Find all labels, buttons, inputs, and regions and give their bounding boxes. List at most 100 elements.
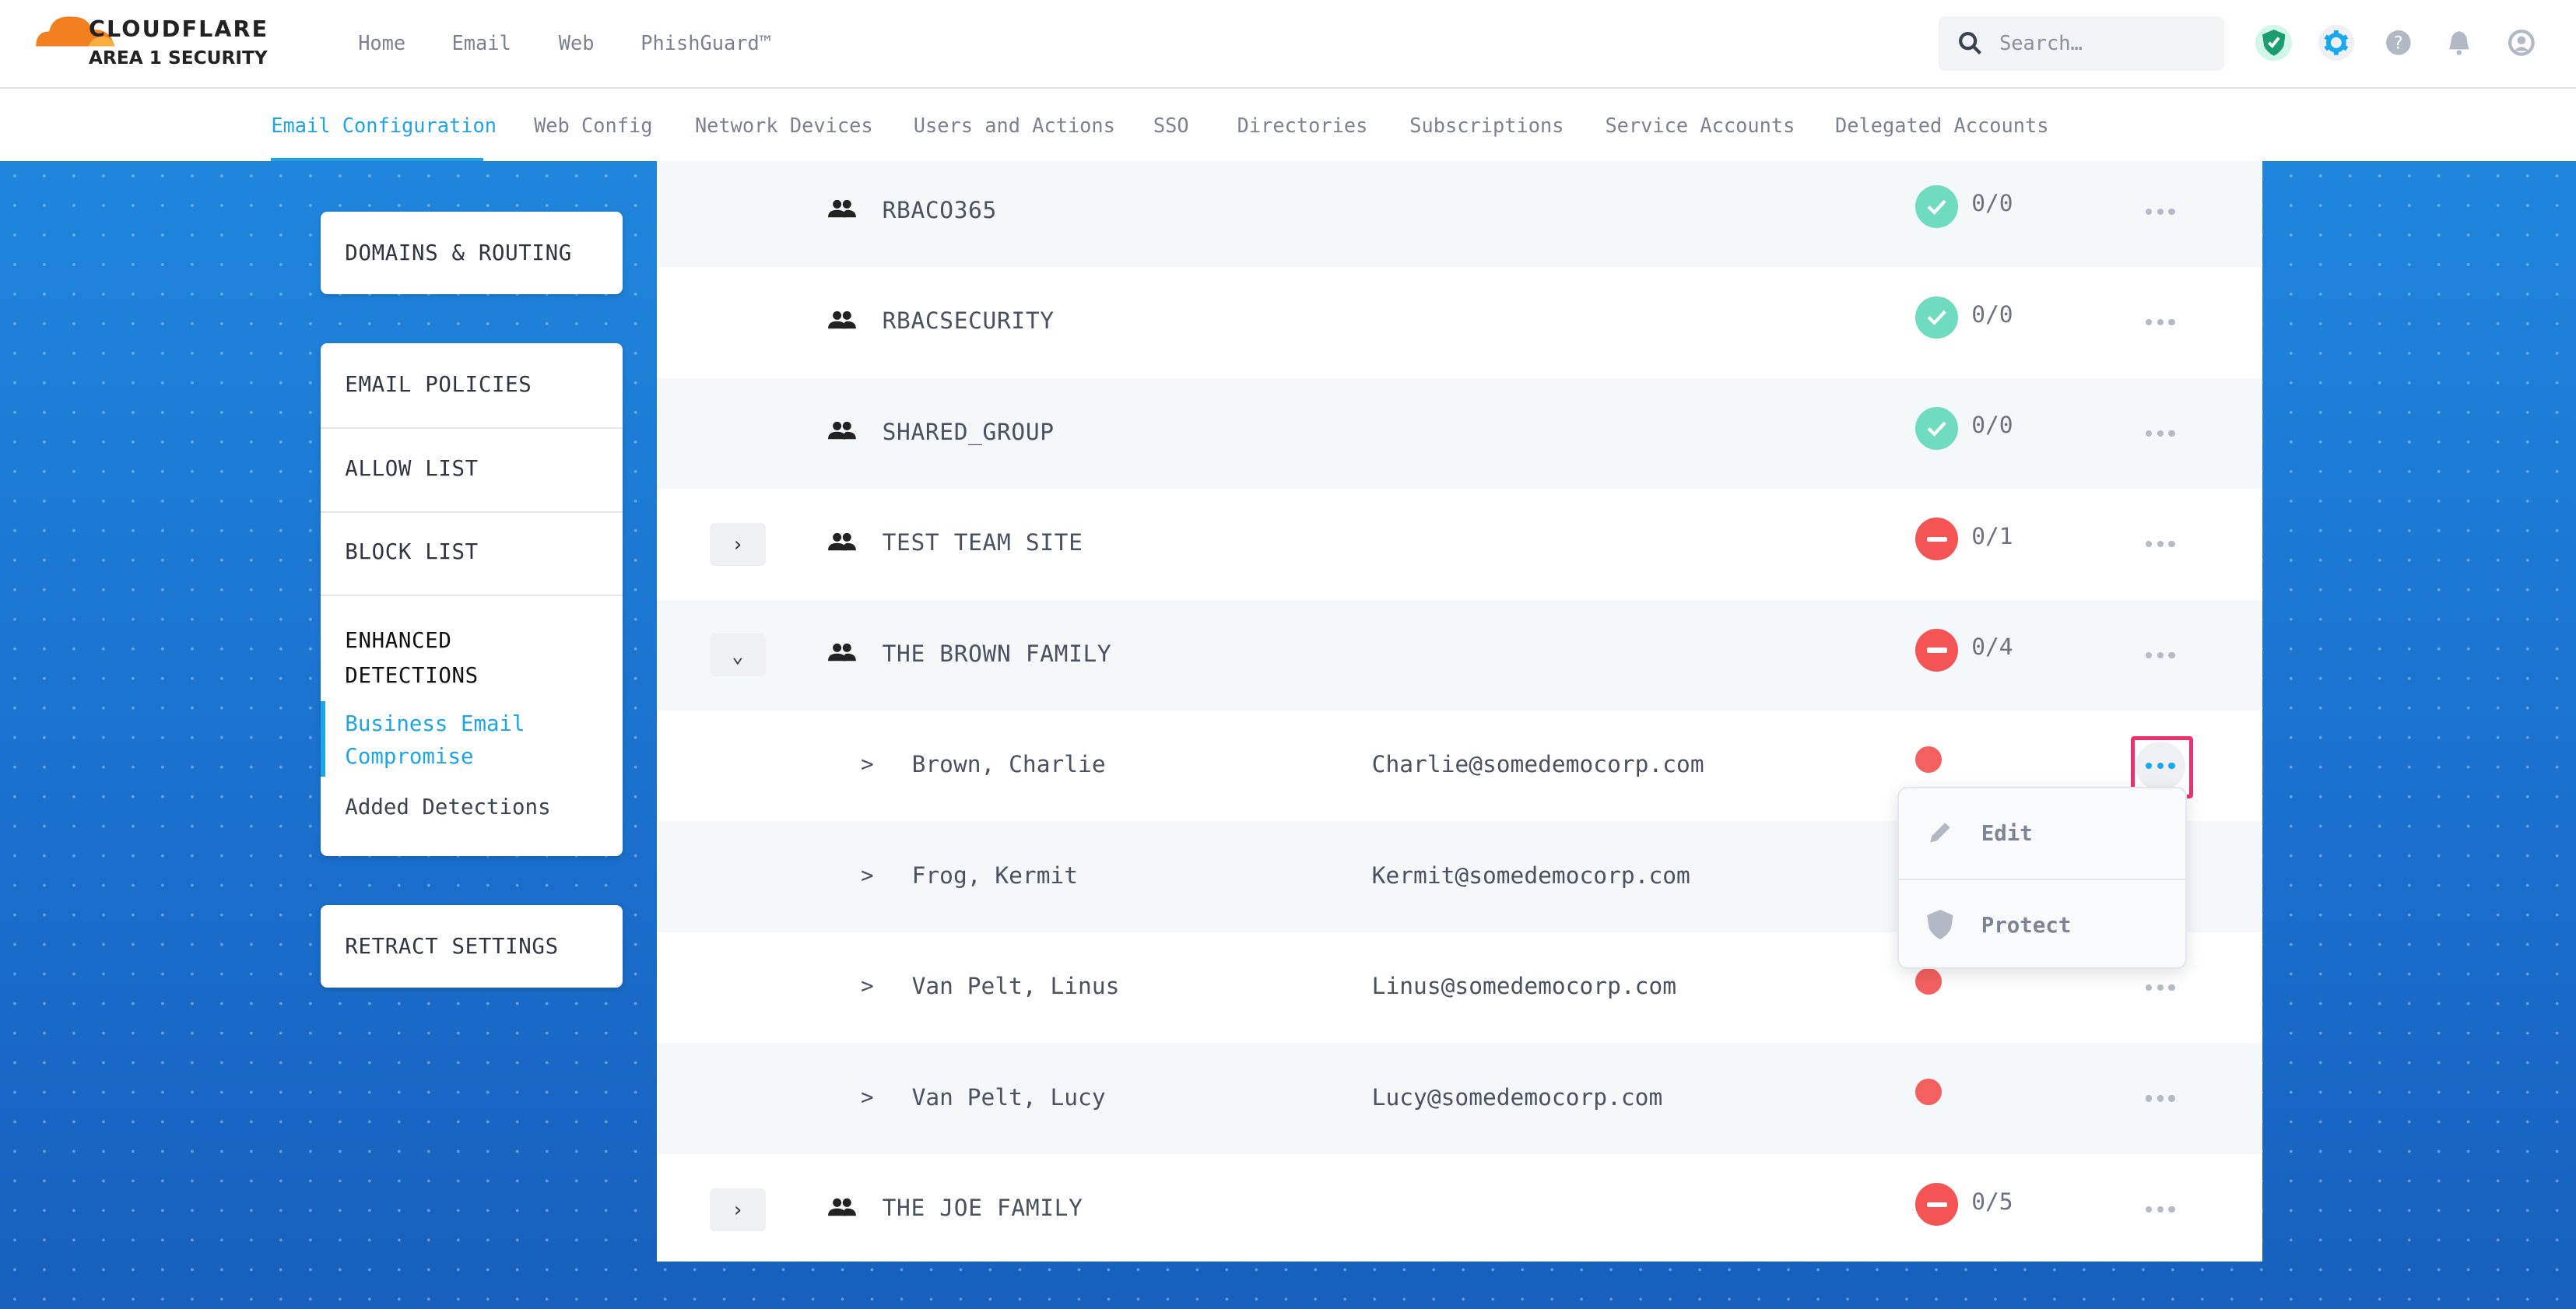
- brand-product: AREA 1 SECURITY: [88, 47, 268, 69]
- nav-home[interactable]: Home: [358, 31, 406, 55]
- status-blocked-icon: [1915, 628, 1959, 672]
- more-options-button[interactable]: [2131, 963, 2190, 1012]
- group-name: RBACSECURITY: [882, 307, 1055, 335]
- more-options-button[interactable]: [2136, 741, 2185, 791]
- nav-email[interactable]: Email: [451, 31, 511, 55]
- member-row[interactable]: > Van Pelt, Linus Linus@somedemocorp.com: [657, 932, 2262, 1043]
- more-options-button[interactable]: [2131, 409, 2190, 458]
- protected-count: 0/1: [1971, 522, 2013, 549]
- tab-service-accounts[interactable]: Service Accounts: [1605, 113, 1795, 137]
- more-options-button[interactable]: [2131, 520, 2190, 569]
- member-row[interactable]: > Van Pelt, Lucy Lucy@somedemocorp.com: [657, 1043, 2262, 1154]
- member-email: Lucy@somedemocorp.com: [1371, 1083, 1663, 1111]
- protected-count: 0/4: [1971, 633, 2013, 661]
- status-ok-icon: [1915, 296, 1959, 339]
- sidebar-item-label: DOMAINS & ROUTING: [345, 241, 572, 266]
- group-icon: [827, 639, 856, 669]
- directory-groups-table: RBACO365 0/0 RBACSECURITY 0/0 SHARED_GROUP 0/…: [657, 160, 2262, 1262]
- tab-directories[interactable]: Directories: [1237, 113, 1368, 137]
- pencil-icon: [1930, 823, 1950, 843]
- status-ok-icon: [1915, 185, 1959, 228]
- group-icon: [827, 306, 856, 336]
- help-icon[interactable]: ?: [2381, 25, 2416, 61]
- status-unprotected-dot: [1915, 1079, 1943, 1106]
- tab-network-devices[interactable]: Network Devices: [694, 113, 873, 137]
- search-placeholder: Search…: [1999, 31, 2083, 55]
- member-chevron-icon[interactable]: >: [861, 1085, 874, 1110]
- more-options-button[interactable]: [2131, 1074, 2190, 1123]
- menu-item-label: Protect: [1981, 913, 2072, 938]
- group-icon: [827, 528, 856, 558]
- more-options-button[interactable]: [2131, 298, 2190, 347]
- member-chevron-icon[interactable]: >: [861, 753, 874, 777]
- group-name: THE BROWN FAMILY: [882, 640, 1112, 667]
- row-context-menu: Edit Protect: [1897, 787, 2188, 970]
- sidebar-item-label: RETRACT SETTINGS: [345, 935, 559, 960]
- more-options-button[interactable]: [2131, 1185, 2190, 1234]
- tab-subscriptions[interactable]: Subscriptions: [1409, 113, 1564, 137]
- tab-users-and-actions[interactable]: Users and Actions: [913, 113, 1115, 137]
- shield-icon: [1927, 910, 1953, 940]
- sidebar-added-detections[interactable]: Added Detections: [345, 795, 551, 819]
- tab-delegated-accounts[interactable]: Delegated Accounts: [1834, 113, 2049, 137]
- group-row[interactable]: ⌄ THE BROWN FAMILY 0/4: [657, 599, 2262, 711]
- group-icon: [827, 195, 856, 226]
- sidebar-retract-settings[interactable]: RETRACT SETTINGS: [320, 905, 623, 988]
- more-options-button[interactable]: [2131, 630, 2190, 679]
- sidebar-business-email-compromise[interactable]: Business Email Compromise: [345, 711, 525, 770]
- bell-icon[interactable]: [2441, 25, 2477, 61]
- sidebar-domains-routing[interactable]: DOMAINS & ROUTING: [320, 212, 623, 294]
- status-ok-icon: [1915, 406, 1959, 450]
- sub-navigation: Email Configuration Web Config Network D…: [0, 88, 2576, 163]
- expand-button[interactable]: ›: [709, 1188, 766, 1231]
- sidebar-item-label: BLOCK LIST: [345, 540, 479, 565]
- tab-web-config[interactable]: Web Config: [534, 113, 653, 137]
- sidebar-block-list[interactable]: BLOCK LIST: [321, 513, 623, 595]
- divider: [1899, 879, 2185, 881]
- sidebar-item-label: ALLOW LIST: [345, 456, 479, 481]
- divider: [320, 426, 623, 429]
- status-unprotected-dot: [1915, 746, 1943, 773]
- member-chevron-icon[interactable]: >: [861, 863, 874, 888]
- shield-check-icon[interactable]: [2255, 24, 2292, 61]
- expand-button[interactable]: ›: [709, 522, 766, 566]
- sidebar-item-label: ENHANCED DETECTIONS: [345, 629, 479, 689]
- search-input[interactable]: Search…: [1938, 16, 2225, 71]
- nav-web[interactable]: Web: [558, 31, 595, 55]
- sidebar-enhanced-detections[interactable]: ENHANCED DETECTIONS: [345, 623, 591, 693]
- menu-item-protect[interactable]: Protect: [1899, 880, 2188, 970]
- gear-icon[interactable]: [2318, 24, 2355, 61]
- user-icon[interactable]: [2504, 25, 2539, 61]
- menu-item-edit[interactable]: Edit: [1899, 788, 2188, 879]
- nav-phishguard[interactable]: PhishGuard™: [640, 31, 772, 55]
- sidebar-email-policies[interactable]: EMAIL POLICIES: [321, 343, 623, 427]
- collapse-button[interactable]: ⌄: [709, 633, 766, 677]
- group-row[interactable]: SHARED_GROUP 0/0: [657, 377, 2262, 489]
- member-name: Brown, Charlie: [911, 751, 1106, 778]
- menu-item-label: Edit: [1981, 821, 2033, 846]
- group-row[interactable]: RBACSECURITY 0/0: [657, 267, 2262, 377]
- group-row[interactable]: › TEST TEAM SITE 0/1: [657, 489, 2262, 599]
- group-name: THE JOE FAMILY: [882, 1195, 1083, 1222]
- active-tab-indicator: [271, 157, 483, 163]
- more-options-button[interactable]: [2131, 187, 2190, 236]
- member-name: Van Pelt, Linus: [911, 973, 1120, 1000]
- group-row[interactable]: RBACO365 0/0: [657, 160, 2262, 268]
- group-icon: [827, 417, 856, 447]
- sidebar-policies-group: EMAIL POLICIES ALLOW LIST BLOCK LIST ENH…: [320, 343, 623, 856]
- cloudflare-logo[interactable]: [33, 9, 304, 78]
- group-row[interactable]: › THE JOE FAMILY 0/5: [657, 1154, 2262, 1262]
- tab-sso[interactable]: SSO: [1153, 113, 1189, 137]
- protected-count: 0/5: [1971, 1188, 2013, 1215]
- member-row[interactable]: > Brown, Charlie Charlie@somedemocorp.com: [657, 711, 2262, 821]
- divider: [320, 511, 623, 513]
- protected-count: 0/0: [1971, 300, 2013, 328]
- member-name: Frog, Kermit: [911, 862, 1079, 889]
- member-chevron-icon[interactable]: >: [861, 974, 874, 999]
- divider: [320, 595, 623, 597]
- tab-email-configuration[interactable]: Email Configuration: [271, 113, 497, 137]
- chevron-down-icon: ⌄: [732, 643, 744, 667]
- chevron-right-icon: ›: [732, 532, 744, 556]
- sidebar-allow-list[interactable]: ALLOW LIST: [321, 429, 623, 511]
- svg-text:?: ?: [2394, 34, 2403, 54]
